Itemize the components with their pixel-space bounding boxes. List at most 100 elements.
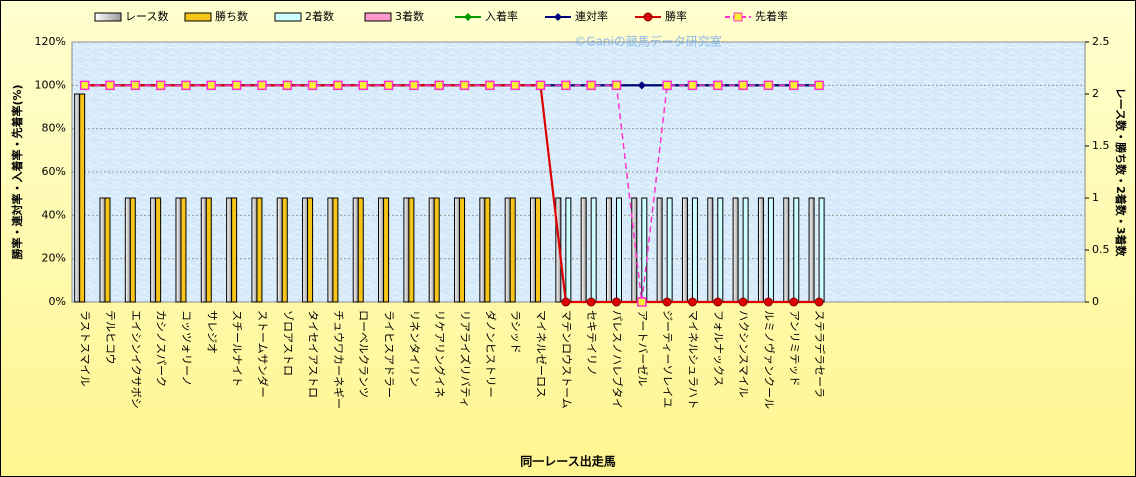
y2-axis-title: レース数・勝ち数・2着数・3着数 [1114, 88, 1128, 258]
marker [358, 80, 368, 91]
x-tick-label: コッツォリーノ [180, 310, 193, 386]
marker [231, 80, 242, 91]
x-tick-label: アンリミテッド [788, 310, 801, 387]
y-tick-label: 80% [42, 122, 66, 135]
marker [814, 297, 824, 307]
legend-label: 3着数 [395, 9, 424, 23]
marker [586, 297, 596, 307]
x-tick-label: マテンロウストーム [560, 310, 573, 409]
bar [732, 197, 739, 303]
bar [666, 197, 673, 303]
x-tick-label: サレジオ [205, 310, 218, 354]
marker [333, 80, 343, 91]
y-tick-label: 20% [42, 252, 66, 265]
marker [789, 80, 799, 91]
legend-marker [733, 12, 743, 22]
y-tick-label: 120% [35, 35, 66, 48]
bar [155, 197, 162, 303]
bar [251, 197, 258, 303]
bar [129, 197, 136, 303]
x-tick-label: ハクシンスマイル [737, 310, 750, 397]
legend-swatch [364, 12, 392, 22]
marker [713, 80, 723, 91]
y-tick-label: 0% [49, 295, 66, 308]
y2-tick-label: 2 [1092, 87, 1099, 100]
bar [590, 197, 597, 303]
bar [99, 197, 106, 303]
y2-tick-label: 2.5 [1092, 35, 1110, 48]
marker [434, 80, 444, 91]
x-tick-label: ラストスマイル [79, 310, 92, 386]
x-tick-label: リアライズリバティ [459, 310, 473, 408]
marker [535, 80, 546, 91]
legend-label: 先着率 [755, 9, 788, 23]
marker [611, 297, 621, 307]
bar [231, 197, 238, 303]
legend-label: 勝ち数 [215, 9, 248, 23]
x-tick-label: ライヒスアドラー [383, 310, 396, 398]
y2-tick-label: 1.5 [1092, 139, 1110, 152]
bar [124, 197, 131, 303]
bar [383, 197, 390, 303]
legend-swatch [184, 12, 212, 22]
x-axis-title: 同一レース出走馬 [520, 454, 615, 469]
bar [403, 197, 410, 303]
bar [226, 197, 233, 303]
marker [561, 297, 571, 307]
watermark: ©Ganiの競馬データ研究室 [574, 34, 722, 49]
marker [814, 80, 824, 91]
marker [586, 80, 596, 91]
x-tick-label: ジーティーソレイユ [661, 310, 674, 408]
bar [631, 197, 638, 303]
legend-swatch [274, 12, 302, 22]
marker [257, 80, 267, 91]
bar [565, 197, 572, 303]
bar [357, 197, 364, 303]
x-tick-label: チュウワカーネギー [332, 310, 345, 409]
bar [504, 197, 511, 303]
bar [605, 197, 612, 303]
bar [530, 197, 537, 303]
y-tick-label: 40% [42, 208, 66, 221]
bar [175, 197, 182, 303]
x-tick-label: ローベルクランツ [357, 310, 370, 398]
marker [637, 81, 646, 90]
bar [256, 197, 263, 303]
x-tick-label: マイネルシュラハト [686, 310, 699, 409]
marker [662, 297, 672, 307]
bar [707, 197, 714, 303]
x-tick-label: ステラデラセーラ [813, 310, 827, 398]
x-tick-label: アートバーゼル [636, 310, 649, 386]
legend-marker [643, 12, 653, 22]
bar [79, 93, 86, 303]
x-tick-label: ダノンヒストリー [484, 310, 498, 398]
bar [509, 197, 516, 303]
x-tick-label: エイシンイクサボシ [129, 310, 142, 409]
bar [332, 197, 339, 303]
legend-label: レース数 [125, 10, 168, 23]
bar [378, 197, 385, 303]
marker [763, 297, 773, 307]
bar [327, 197, 334, 303]
marker [738, 297, 748, 307]
bar [757, 197, 764, 303]
legend-label: 連対率 [575, 9, 608, 23]
x-tick-label: リネンタイリン [408, 310, 421, 387]
bar [793, 197, 800, 303]
x-tick-label: スチールナイト [231, 310, 244, 387]
bar [200, 197, 207, 303]
x-tick-label: タイセイアストロ [307, 310, 320, 398]
bar [615, 197, 622, 303]
y-tick-label: 60% [42, 165, 66, 178]
bar [818, 197, 825, 303]
marker [713, 297, 723, 307]
marker [409, 80, 419, 91]
bar [691, 197, 698, 303]
x-tick-label: ストームサンダー [256, 310, 270, 398]
x-tick-label: リケアリングイネ [433, 310, 447, 398]
marker [282, 80, 293, 91]
y2-tick-label: 0 [1092, 295, 1099, 308]
bar [180, 197, 187, 303]
bar [454, 197, 461, 303]
